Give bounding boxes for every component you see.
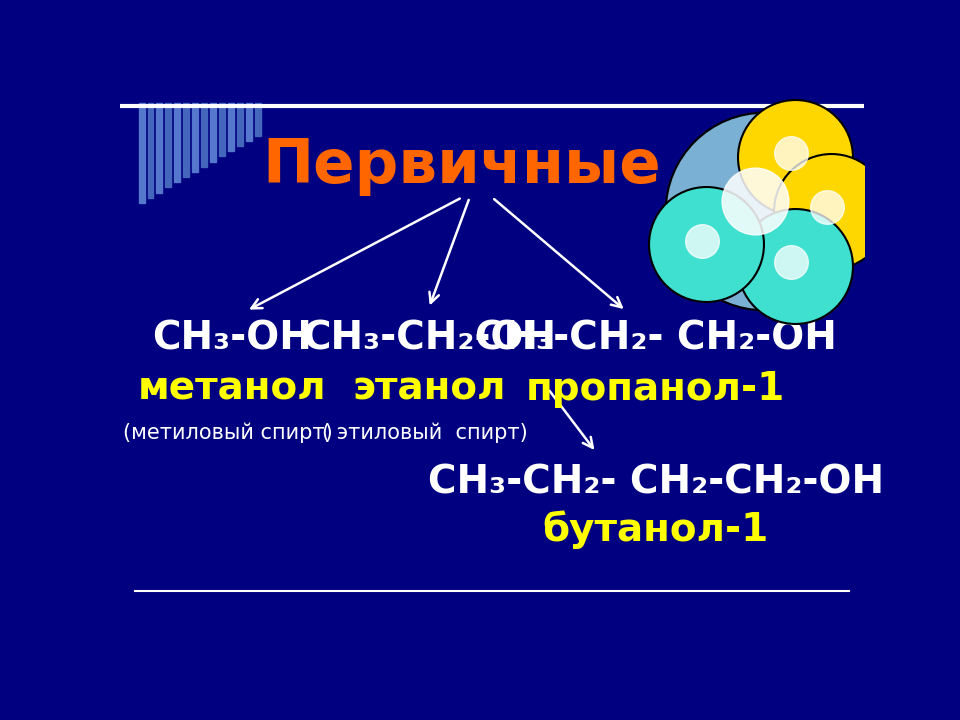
Bar (192, 103, 198, 172)
Bar (148, 103, 154, 198)
Point (783, 256, 799, 267)
Point (823, 205, 838, 217)
Text: CH₃-CH₂- CH₂-CH₂-OH: CH₃-CH₂- CH₂-CH₂-OH (427, 464, 884, 502)
Bar (138, 103, 145, 203)
Point (783, 147, 799, 158)
Text: бутанол-1: бутанол-1 (542, 510, 769, 549)
Text: CH₃-OH: CH₃-OH (152, 320, 312, 358)
Text: (метиловый спирт): (метиловый спирт) (123, 423, 333, 443)
Text: ( этиловый  спирт): ( этиловый спирт) (323, 423, 528, 443)
Text: CH₃-CH₂- CH₂-OH: CH₃-CH₂- CH₂-OH (475, 320, 836, 358)
Point (756, 205, 771, 217)
Bar (254, 103, 260, 136)
Text: метанол: метанол (137, 369, 325, 408)
Bar (165, 103, 171, 187)
Bar (210, 103, 216, 161)
Text: CH₃-CH₂-OH: CH₃-CH₂-OH (301, 320, 556, 358)
Bar (228, 103, 234, 151)
Bar (219, 103, 225, 156)
Text: этанол: этанол (352, 369, 506, 408)
Point (694, 235, 709, 246)
Bar (183, 103, 189, 177)
Text: Первичные: Первичные (263, 138, 661, 197)
Bar (175, 103, 180, 182)
Bar (156, 103, 162, 192)
Bar (201, 103, 207, 167)
Point (819, 202, 834, 213)
Bar (237, 103, 243, 146)
Bar (246, 103, 252, 141)
Text: пропанол-1: пропанол-1 (526, 369, 785, 408)
Point (698, 238, 713, 250)
Point (787, 151, 803, 163)
Point (787, 260, 803, 271)
Point (747, 195, 762, 207)
